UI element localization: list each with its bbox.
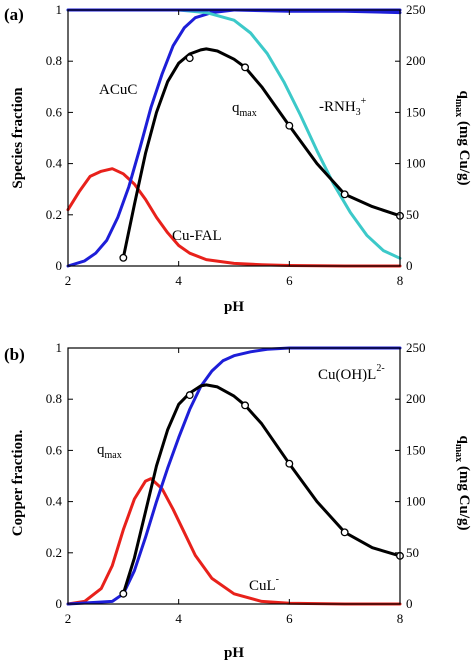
y-tick-label: 0.2: [46, 207, 62, 222]
qmax-data-point: [185, 391, 194, 400]
y2-tick-label: 150: [406, 442, 426, 457]
y-axis-title: Copper fraction.: [10, 430, 26, 537]
label-qmax-a: qmax: [232, 100, 257, 119]
y2-tick-label: 50: [406, 207, 419, 222]
x-tick-label: 4: [175, 273, 182, 288]
y2-axis-title-base: q: [456, 435, 472, 444]
y2-axis-title-sub: max: [453, 99, 464, 117]
series-line-4: [121, 47, 402, 260]
x-axis-title: pH: [224, 645, 244, 661]
series-line-1: [66, 8, 402, 268]
y-tick-label: 0: [56, 258, 63, 273]
label-cuohl-main: Cu(OH)L: [318, 367, 376, 383]
label-qmax-b-sub: max: [105, 450, 122, 461]
x-tick-label: 8: [397, 611, 404, 626]
label-qmax-a-base: q: [232, 100, 240, 116]
y-tick-label: 0: [56, 596, 63, 611]
label-rnh3-sub: 3: [356, 107, 361, 118]
y2-tick-label: 50: [406, 545, 419, 560]
y-tick-label: 0.4: [46, 494, 63, 509]
label-qmax-b-base: q: [97, 442, 105, 458]
chart-panel-a: (a) Species fraction qmax (mg Cu/g) pH 2…: [4, 2, 472, 315]
qmax-data-point: [340, 528, 349, 537]
y-tick-label: 1: [56, 340, 63, 355]
annotation-layer: ACuC Cu-FAL qmax -RNH3+: [99, 82, 367, 244]
label-rnh3: -RNH3+: [319, 96, 367, 118]
y-tick-label: 1: [56, 2, 63, 17]
label-rnh3-sup: +: [361, 96, 367, 107]
y2-tick-label: 100: [406, 156, 426, 171]
series-layer: [66, 346, 402, 606]
qmax-data-point: [241, 401, 250, 410]
y2-tick-label: 0: [406, 258, 413, 273]
qmax-data-point: [285, 121, 294, 130]
y2-tick-label: 0: [406, 596, 413, 611]
x-tick-label: 2: [65, 273, 72, 288]
y2-tick-label: 100: [406, 494, 426, 509]
qmax-data-point: [340, 190, 349, 199]
annotation-layer: qmax CuL- Cu(OH)L2-: [97, 363, 385, 594]
panel-label: (a): [4, 5, 24, 24]
label-cu-fal: Cu-FAL: [172, 228, 222, 244]
label-rnh3-main: -RNH: [319, 99, 356, 115]
y-tick-label: 0.4: [46, 156, 63, 171]
x-tick-label: 6: [286, 611, 293, 626]
qmax-data-point: [285, 459, 294, 468]
label-acuc: ACuC: [99, 82, 137, 98]
y2-axis-title-base: q: [456, 90, 472, 99]
series-layer: [66, 8, 402, 268]
y-tick-label: 0.6: [46, 104, 63, 119]
qmax-data-point: [241, 63, 250, 72]
label-cul-main: CuL: [249, 578, 276, 594]
x-tick-label: 4: [175, 611, 182, 626]
y2-axis-title-sub: max: [453, 444, 464, 462]
qmax-data-point: [119, 253, 128, 262]
y2-tick-label: 200: [406, 391, 426, 406]
panel-label: (b): [4, 345, 25, 364]
y2-tick-label: 250: [406, 340, 426, 355]
y-tick-label: 0.8: [46, 391, 62, 406]
label-cuohl: Cu(OH)L2-: [318, 363, 385, 383]
y2-axis-title: qmax (mg Cu/g): [453, 435, 472, 530]
series-line-2: [66, 8, 402, 260]
series-line-1: [66, 346, 402, 606]
y-tick-label: 0.8: [46, 53, 62, 68]
plot-frame: [67, 9, 401, 267]
label-qmax-b: qmax: [97, 442, 122, 461]
y2-tick-label: 200: [406, 53, 426, 68]
x-tick-label: 2: [65, 611, 72, 626]
series-line-2: [121, 383, 402, 596]
series-line-0: [66, 477, 402, 606]
plot-frame: [67, 347, 401, 605]
label-cuohl-sup: 2-: [376, 363, 384, 374]
x-axis-title: pH: [224, 299, 244, 315]
label-cul: CuL-: [249, 574, 279, 594]
y2-tick-label: 150: [406, 104, 426, 119]
qmax-data-point: [185, 54, 194, 63]
x-tick-label: 6: [286, 273, 293, 288]
y2-axis-title: qmax (mg Cu/g): [453, 90, 472, 185]
y2-tick-label: 250: [406, 2, 426, 17]
y2-axis-title-rest: (mg Cu/g): [456, 117, 472, 185]
y-axis-title: Species fraction: [10, 87, 26, 189]
series-line-0: [66, 167, 402, 268]
y-tick-label: 0.6: [46, 442, 63, 457]
chart-panel-b: (b) Copper fraction. qmax (mg Cu/g) pH 2…: [4, 340, 472, 661]
y-tick-label: 0.2: [46, 545, 62, 560]
marker-layer: [119, 54, 404, 262]
label-cul-sup: -: [276, 574, 279, 585]
qmax-data-point: [119, 589, 128, 598]
y2-axis-title-rest: (mg Cu/g): [456, 462, 472, 530]
x-tick-label: 8: [397, 273, 404, 288]
label-qmax-a-sub: max: [240, 108, 257, 119]
